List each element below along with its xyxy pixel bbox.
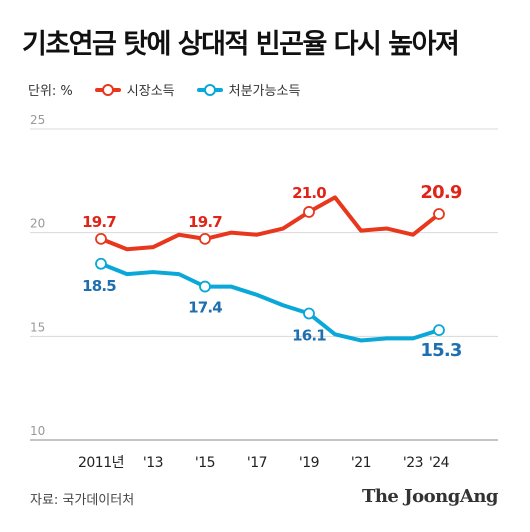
data-label-1-2024: 15.3 [420, 340, 461, 361]
legend-label-market-income: 시장소득 [126, 84, 175, 99]
data-label-0-2019: 21.0 [292, 184, 326, 202]
data-point-1-2024 [433, 324, 445, 337]
data-label-0-2024: 20.9 [420, 182, 461, 203]
x-tick-label-2019: '19 [299, 455, 319, 471]
series-line-market-income [99, 195, 441, 252]
source-note: 자료: 국가데이터처 [30, 493, 135, 508]
x-tick-label-2011: 2011년 [78, 455, 124, 471]
legend-swatch-market-income [94, 83, 121, 96]
legend-swatch-disposable-income [196, 83, 223, 96]
unit-label: 단위: % [28, 84, 73, 99]
x-tick-label-2024: '24 [429, 455, 450, 471]
y-tick-label-20: 20 [30, 217, 45, 231]
data-point-0-2011 [95, 232, 107, 245]
y-tick-label-25: 25 [30, 113, 45, 127]
y-tick-label-15: 15 [30, 320, 45, 334]
x-tick-label-2021: '21 [351, 455, 371, 471]
legend-item-market-income: 시장소득 [94, 80, 175, 99]
chart-title: 기초연금 탓에 상대적 빈곤율 다시 높아져 [22, 29, 460, 60]
data-point-1-2019 [303, 307, 315, 320]
line-chart: 10 15 20 25 2011년 '13 '15 '17 '19 '21 '23 '24 19.7 19… [30, 113, 498, 471]
data-label-1-2011: 18.5 [82, 277, 116, 295]
legend-label-disposable-income: 처분가능소득 [228, 84, 301, 99]
data-point-0-2015 [199, 232, 211, 245]
legend-item-disposable-income: 처분가능소득 [196, 80, 301, 99]
data-label-1-2015: 17.4 [188, 299, 222, 317]
x-tick-label-2015: '15 [195, 455, 215, 471]
data-label-0-2015: 19.7 [188, 213, 222, 231]
brand-logo: The JoongAng [361, 486, 499, 507]
data-label-0-2011: 19.7 [82, 213, 116, 231]
legend: 단위: % 시장소득 처분가능소득 [28, 80, 322, 99]
data-point-0-2019 [303, 206, 315, 218]
series-line-disposable-income [99, 261, 441, 343]
data-point-1-2015 [199, 280, 211, 293]
x-tick-label-2017: '17 [247, 455, 267, 471]
x-tick-label-2013: '13 [143, 455, 163, 471]
data-point-0-2024 [433, 208, 445, 220]
y-tick-label-10: 10 [30, 424, 45, 438]
data-label-1-2019: 16.1 [292, 327, 326, 345]
x-tick-label-2023: '23 [403, 455, 423, 471]
data-point-1-2011 [95, 257, 107, 270]
